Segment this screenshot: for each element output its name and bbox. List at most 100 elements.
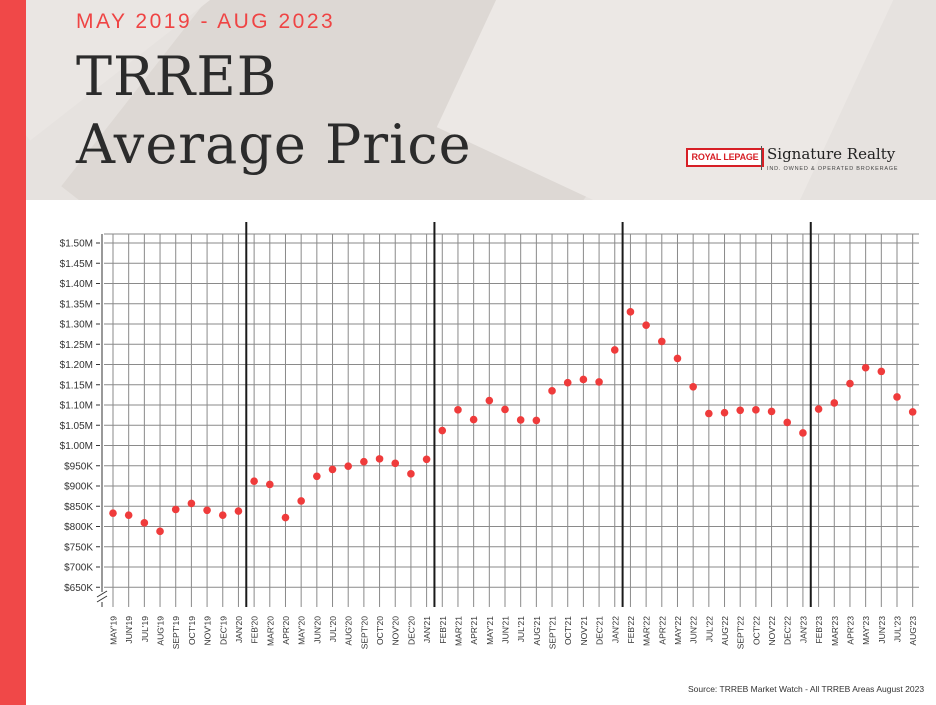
data-point bbox=[360, 457, 368, 466]
x-tick-label: JUN'20 bbox=[312, 616, 322, 644]
data-point bbox=[658, 337, 666, 346]
x-tick-label: OCT'19 bbox=[187, 616, 197, 645]
data-point bbox=[814, 405, 823, 413]
y-tick-label: $900K bbox=[64, 482, 93, 493]
x-tick-label: JUN'19 bbox=[124, 616, 134, 644]
x-tick-label: AUG'19 bbox=[156, 616, 166, 646]
x-tick-label: DEC'22 bbox=[783, 616, 793, 645]
data-point bbox=[140, 519, 149, 527]
y-tick-label: $1.35M bbox=[60, 299, 93, 310]
x-tick-label: FEB'23 bbox=[814, 616, 824, 644]
x-tick-label: JAN'22 bbox=[610, 616, 620, 643]
x-tick-label: AUG'20 bbox=[344, 616, 354, 646]
x-tick-label: NOV'19 bbox=[203, 616, 213, 646]
data-point bbox=[313, 472, 321, 481]
x-tick-label: APR'21 bbox=[469, 616, 479, 645]
year-dividers bbox=[245, 222, 812, 607]
y-tick-label: $1.50M bbox=[60, 239, 93, 250]
x-tick-label: MAR'23 bbox=[830, 616, 840, 646]
data-point bbox=[610, 346, 619, 354]
data-point bbox=[422, 455, 431, 464]
x-tick-label: NOV'20 bbox=[391, 616, 401, 646]
x-tick-label: NOV'21 bbox=[579, 616, 589, 646]
brokerage-name: Signature Realty bbox=[767, 145, 896, 163]
y-tick-label: $1.00M bbox=[60, 441, 93, 452]
data-point bbox=[391, 459, 400, 468]
x-tick-label: JUL'21 bbox=[516, 616, 526, 642]
x-tick-label: JUN'22 bbox=[689, 616, 699, 644]
data-point bbox=[642, 321, 650, 330]
x-tick-label: MAY'22 bbox=[673, 616, 683, 645]
x-tick-label: AUG'21 bbox=[532, 616, 542, 646]
data-point bbox=[218, 511, 227, 519]
data-point bbox=[516, 416, 525, 424]
x-tick-label: AUG'23 bbox=[908, 616, 918, 646]
x-tick-label: SEPT'19 bbox=[171, 616, 181, 650]
x-tick-label: JUL'20 bbox=[328, 616, 338, 642]
x-tick-label: OCT'22 bbox=[751, 616, 761, 645]
x-tick-label: MAY'19 bbox=[109, 616, 119, 645]
data-points bbox=[109, 308, 917, 536]
x-tick-label: FEB'21 bbox=[438, 616, 448, 644]
x-tick-label: MAY'21 bbox=[485, 616, 495, 645]
data-point bbox=[767, 407, 776, 416]
scatter-chart: $1.50M $1.45M $1.40M $1.35M $1.30M $1.25M $1.2… bbox=[60, 222, 919, 650]
x-tick-label: MAR'21 bbox=[453, 616, 463, 646]
data-point bbox=[234, 507, 243, 515]
x-tick-label: SEPT'20 bbox=[359, 616, 369, 650]
x-tick-label: JAN'21 bbox=[422, 616, 432, 643]
x-tick-label: NOV'22 bbox=[767, 616, 777, 646]
data-point bbox=[908, 408, 917, 416]
data-point bbox=[469, 415, 478, 424]
y-tick-label: $1.20M bbox=[60, 360, 93, 371]
axis-break-mark bbox=[96, 595, 108, 603]
x-tick-label: JUL'19 bbox=[140, 616, 150, 642]
data-point bbox=[563, 378, 572, 387]
x-tick-label: FEB'20 bbox=[250, 616, 260, 644]
y-tick-label: $850K bbox=[64, 502, 93, 513]
data-point bbox=[250, 477, 258, 485]
data-point bbox=[124, 511, 133, 519]
y-tick-label: $950K bbox=[64, 461, 93, 472]
data-point bbox=[407, 470, 415, 478]
x-tick-label: JUN'21 bbox=[501, 616, 511, 644]
x-tick-label: APR'23 bbox=[845, 616, 855, 645]
x-tick-label: AUG'22 bbox=[720, 616, 730, 646]
data-point bbox=[626, 308, 635, 316]
x-tick-label: JAN'23 bbox=[798, 616, 808, 643]
x-tick-label: OCT'21 bbox=[563, 616, 573, 645]
x-tick-label: DEC'19 bbox=[218, 616, 228, 645]
x-tick-label: DEC'21 bbox=[595, 616, 605, 645]
x-tick-label: APR'22 bbox=[657, 616, 667, 645]
x-tick-label: OCT'20 bbox=[375, 616, 385, 645]
x-tick-label: DEC'20 bbox=[406, 616, 416, 645]
x-tick-label: JUL'22 bbox=[704, 616, 714, 642]
logo-divider bbox=[761, 146, 762, 170]
data-point bbox=[297, 497, 305, 505]
y-tick-label: $800K bbox=[64, 522, 93, 533]
data-point bbox=[485, 396, 494, 405]
data-point bbox=[673, 354, 682, 363]
data-point bbox=[861, 363, 870, 372]
x-tick-label: MAR'22 bbox=[642, 616, 652, 646]
data-point bbox=[109, 509, 117, 517]
y-tick-label: $1.10M bbox=[60, 401, 93, 412]
brand-logo-box: ROYAL LEPAGE bbox=[686, 148, 764, 167]
data-point bbox=[532, 416, 541, 425]
data-point bbox=[266, 480, 274, 489]
y-tick-label: $1.15M bbox=[60, 380, 93, 391]
data-point bbox=[595, 378, 603, 386]
brokerage-tagline: IND. OWNED & OPERATED BROKERAGE bbox=[767, 166, 899, 172]
data-point bbox=[156, 527, 164, 536]
x-tick-label: JUL'23 bbox=[893, 616, 903, 642]
data-point bbox=[893, 393, 901, 401]
y-tick-label: $1.25M bbox=[60, 340, 93, 351]
y-tick-label: $1.30M bbox=[60, 320, 93, 331]
grid bbox=[104, 233, 919, 607]
y-tick-label: $1.45M bbox=[60, 259, 93, 270]
data-point bbox=[375, 455, 384, 463]
data-point bbox=[328, 465, 337, 474]
data-point bbox=[783, 418, 792, 427]
x-tick-label: SEPT'22 bbox=[736, 616, 746, 650]
